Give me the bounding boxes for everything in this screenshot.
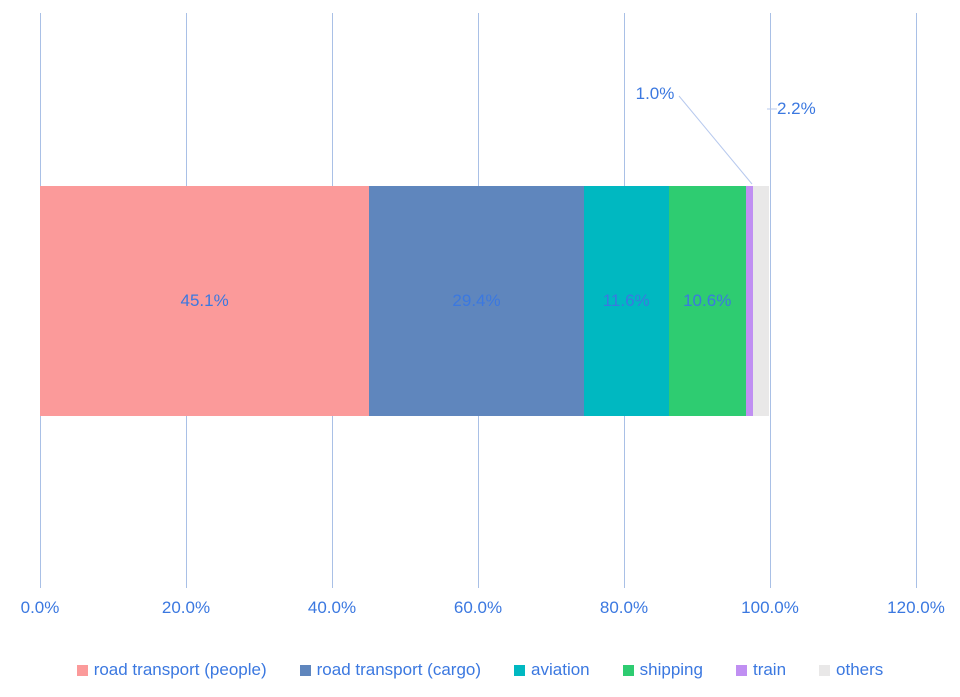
leader-line-train (678, 95, 753, 185)
segment-value-label: 11.6% (602, 291, 650, 310)
legend-swatch-icon (622, 664, 634, 676)
bar-segment-aviation[interactable]: 11.6% (583, 186, 669, 416)
x-tick-label: 40.0% (307, 598, 357, 617)
gridline-100 (769, 13, 771, 588)
x-tick-label: 60.0% (453, 598, 503, 617)
bar-segment-road-transport-cargo-[interactable]: 29.4% (369, 186, 584, 416)
gridline-120 (915, 13, 917, 588)
bar-segment-road-transport-people-[interactable]: 45.1% (40, 186, 370, 416)
legend-item-road-transport-people-[interactable]: road transport (people) (76, 660, 267, 680)
legend-item-train[interactable]: train (735, 660, 787, 680)
x-tick-label: 20.0% (161, 598, 211, 617)
legend-swatch-icon (299, 664, 311, 676)
legend-item-aviation[interactable]: aviation (514, 660, 590, 680)
legend-item-road-transport-cargo-[interactable]: road transport (cargo) (299, 660, 482, 680)
legend-swatch-icon (76, 664, 88, 676)
legend-label: train (752, 660, 787, 679)
legend-label: road transport (cargo) (316, 660, 482, 679)
legend-label: shipping (639, 660, 703, 679)
x-tick-label: 80.0% (599, 598, 649, 617)
legend: road transport (people) road transport (c… (0, 652, 960, 688)
callout-label-train: 1.0% (635, 84, 675, 103)
callout-label-others: 2.2% (777, 99, 816, 118)
x-tick-label: 120.0% (887, 598, 945, 617)
segment-value-label: 10.6% (683, 291, 732, 310)
segment-value-label: 29.4% (452, 291, 501, 310)
legend-swatch-icon (514, 664, 526, 676)
legend-swatch-icon (735, 664, 747, 676)
bar-segment-others[interactable] (753, 186, 770, 416)
x-tick-label: 0.0% (20, 598, 60, 617)
legend-item-shipping[interactable]: shipping (622, 660, 703, 680)
bar-segment-shipping[interactable]: 10.6% (668, 186, 746, 416)
legend-swatch-icon (819, 664, 831, 676)
stacked-bar: 45.1% 29.4% 11.6% 10.6% (40, 186, 916, 416)
legend-label: aviation (531, 660, 590, 679)
x-tick-label: 100.0% (741, 598, 799, 617)
legend-label: road transport (people) (93, 660, 267, 679)
segment-value-label: 45.1% (180, 291, 229, 310)
legend-label: others (836, 660, 884, 679)
bar-segment-train[interactable] (745, 186, 754, 416)
legend-item-others[interactable]: others (819, 660, 883, 680)
